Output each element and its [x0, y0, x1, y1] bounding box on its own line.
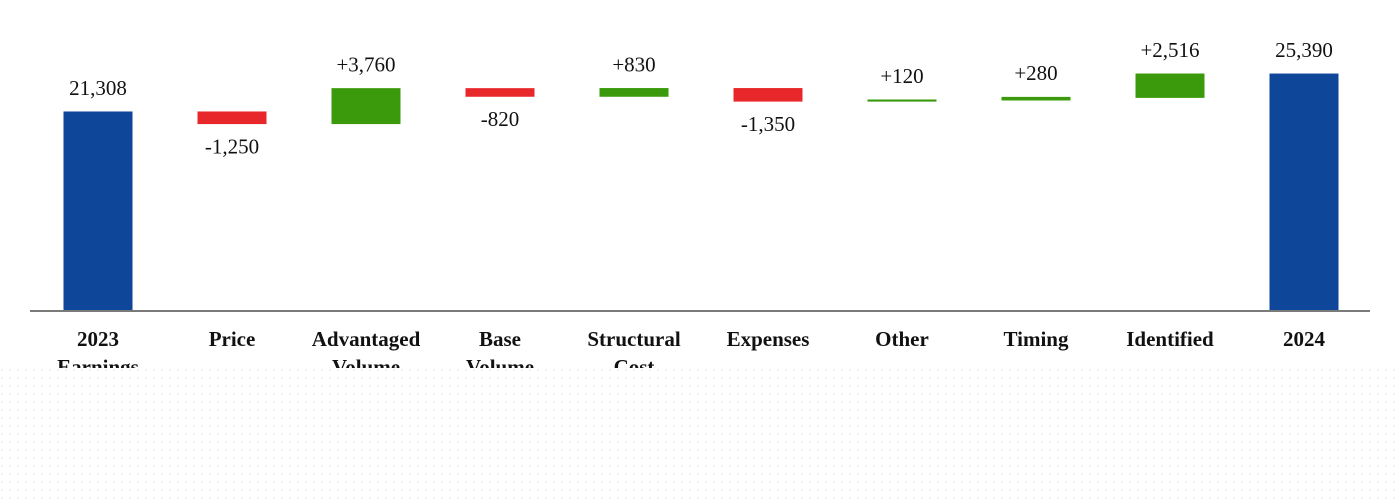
category-label: Price	[209, 327, 256, 351]
bar	[599, 88, 669, 97]
bar	[331, 88, 401, 125]
category-label: Expenses	[727, 327, 810, 351]
bar	[867, 99, 937, 102]
value-label: +2,516	[1140, 38, 1199, 62]
value-label: 21,308	[69, 76, 127, 100]
bar	[197, 111, 267, 125]
value-label: 25,390	[1275, 38, 1333, 62]
category-label: 2023 Earnings	[57, 327, 139, 379]
value-label: +830	[612, 52, 655, 76]
bar	[1269, 73, 1339, 311]
value-label: +3,760	[336, 52, 395, 76]
value-label: -1,350	[741, 112, 795, 136]
value-label: +280	[1014, 61, 1057, 85]
category-label: Identified	[1126, 327, 1214, 351]
bar	[465, 88, 535, 97]
bar	[733, 88, 803, 102]
overlay	[0, 368, 1400, 500]
value-label: -1,250	[205, 134, 259, 158]
bar	[1135, 73, 1205, 98]
value-label: -820	[481, 107, 520, 131]
category-label: 2024	[1283, 327, 1326, 351]
category-label: Other	[875, 327, 929, 351]
plot-area: 21,308 -1,250 +3,760 -820 +830 -1,350 +120 +280…	[63, 38, 1339, 311]
category-label: Timing	[1004, 327, 1069, 351]
category-label: Structural Cost	[587, 327, 680, 379]
value-label: +120	[880, 64, 923, 88]
bar	[1001, 96, 1071, 101]
bar	[63, 111, 133, 311]
